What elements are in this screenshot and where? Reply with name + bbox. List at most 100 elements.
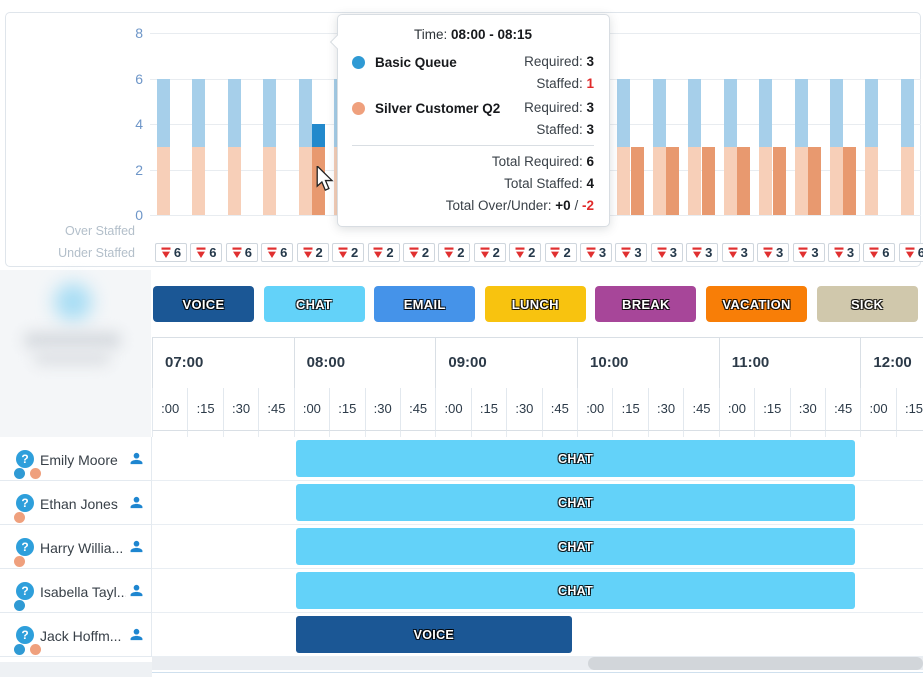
shift-bar-chat[interactable]: CHAT [295, 528, 856, 565]
under-staffed-cell[interactable]: 2 [402, 243, 435, 262]
legend-button-voice[interactable]: VOICE [153, 286, 254, 322]
required-bar-silver[interactable] [263, 146, 277, 215]
under-staffed-cell[interactable]: 6 [863, 243, 896, 262]
under-staffed-cell[interactable]: 6 [190, 243, 223, 262]
agent-name-cell[interactable]: ? Jack Hoffm... [0, 613, 152, 657]
required-bar-silver[interactable] [688, 146, 702, 215]
legend-button-sick[interactable]: SICK [816, 286, 918, 322]
required-bar-silver[interactable] [227, 146, 241, 215]
under-staffed-cell[interactable]: 2 [509, 243, 542, 262]
agent-name-cell[interactable]: ? Isabella Tayl... [0, 569, 152, 613]
staffed-bar-silver[interactable] [772, 146, 786, 215]
required-bar-silver[interactable] [794, 146, 808, 215]
staffed-bar-silver[interactable] [701, 146, 715, 215]
staffed-bar-basic[interactable] [312, 124, 326, 147]
under-staffed-cell[interactable]: 3 [721, 243, 754, 262]
under-staffed-cell[interactable]: 2 [332, 243, 365, 262]
under-staffed-cell[interactable]: 3 [792, 243, 825, 262]
help-question-icon[interactable]: ? [16, 450, 34, 468]
legend-button-break[interactable]: BREAK [595, 286, 697, 322]
required-bar-basic[interactable] [263, 78, 277, 147]
help-question-icon[interactable]: ? [16, 582, 34, 600]
under-staffed-cell[interactable]: 2 [296, 243, 329, 262]
required-bar-basic[interactable] [617, 78, 631, 147]
under-staffed-cell[interactable]: 3 [686, 243, 719, 262]
under-staffed-cell[interactable]: 3 [827, 243, 860, 262]
required-bar-basic[interactable] [298, 78, 312, 147]
under-staffed-cell[interactable]: 6 [898, 243, 923, 262]
staffed-bar-silver[interactable] [843, 146, 857, 215]
under-staffed-cell[interactable]: 2 [473, 243, 506, 262]
required-bar-silver[interactable] [865, 146, 879, 215]
under-staffed-cell[interactable]: 2 [438, 243, 471, 262]
person-icon[interactable] [129, 583, 144, 603]
required-bar-basic[interactable] [157, 78, 170, 147]
person-icon[interactable] [129, 627, 144, 647]
grid-line [824, 431, 826, 437]
grid-line [506, 431, 508, 437]
required-bar-basic[interactable] [865, 78, 879, 147]
required-bar-basic[interactable] [688, 78, 702, 147]
shift-bar-chat[interactable]: CHAT [295, 572, 856, 609]
agent-name-cell[interactable]: ? Emily Moore [0, 437, 152, 481]
under-staffed-value: 3 [669, 245, 677, 260]
required-bar-silver[interactable] [192, 146, 206, 215]
help-question-icon[interactable]: ? [16, 626, 34, 644]
tooltip-queue-row: Basic Queue Required: 3 Staffed: 1 [352, 51, 594, 95]
shift-bar-chat[interactable]: CHAT [295, 440, 856, 477]
staffed-bar-silver[interactable] [666, 146, 680, 215]
required-bar-silver[interactable] [723, 146, 737, 215]
agent-name-cell[interactable]: ? Harry Willia... [0, 525, 152, 569]
under-staffed-cell[interactable]: 3 [650, 243, 683, 262]
staffed-bar-silver[interactable] [630, 146, 644, 215]
under-staffed-cell[interactable]: 3 [580, 243, 613, 262]
required-bar-silver[interactable] [900, 146, 914, 215]
staffed-bar-silver[interactable] [808, 146, 822, 215]
under-staffed-cell[interactable]: 6 [261, 243, 294, 262]
required-bar-silver[interactable] [617, 146, 631, 215]
required-bar-basic[interactable] [192, 78, 206, 147]
tooltip-divider [352, 145, 594, 146]
required-bar-basic[interactable] [900, 78, 914, 147]
person-icon[interactable] [129, 451, 144, 471]
under-staffed-cell[interactable]: 2 [367, 243, 400, 262]
legend-button-lunch[interactable]: LUNCH [484, 286, 586, 322]
horizontal-scrollbar[interactable] [152, 657, 923, 670]
person-icon[interactable] [129, 539, 144, 559]
agent-name-cell[interactable]: ? Ethan Jones [0, 481, 152, 525]
required-bar-basic[interactable] [652, 78, 666, 147]
shift-bar-voice[interactable]: VOICE [295, 616, 573, 653]
required-bar-silver[interactable] [157, 146, 170, 215]
required-bar-basic[interactable] [759, 78, 773, 147]
grid-line [258, 431, 260, 437]
sidebar-panel [0, 270, 151, 437]
staffed-bar-silver[interactable] [737, 146, 751, 215]
person-icon[interactable] [129, 495, 144, 515]
required-bar-silver[interactable] [759, 146, 773, 215]
required-bar-silver[interactable] [298, 146, 312, 215]
required-bar-basic[interactable] [723, 78, 737, 147]
quarter-header: :30 [364, 388, 400, 431]
legend-button-chat[interactable]: CHAT [263, 286, 365, 322]
silver-staffed-value: 3 [586, 122, 594, 137]
required-bar-silver[interactable] [829, 146, 843, 215]
help-question-icon[interactable]: ? [16, 538, 34, 556]
required-bar-basic[interactable] [227, 78, 241, 147]
scrollbar-thumb[interactable] [588, 657, 923, 670]
under-staffed-cell[interactable]: 6 [155, 243, 187, 262]
required-bar-basic[interactable] [794, 78, 808, 147]
agent-name-label: Jack Hoffm... [40, 628, 122, 644]
help-question-icon[interactable]: ? [16, 494, 34, 512]
under-staffed-cell[interactable]: 3 [615, 243, 648, 262]
legend-button-email[interactable]: EMAIL [374, 286, 476, 322]
under-staffed-cell[interactable]: 3 [757, 243, 790, 262]
under-staffed-arrow-icon [161, 247, 171, 258]
under-staffed-cell[interactable]: 2 [544, 243, 577, 262]
required-bar-basic[interactable] [829, 78, 843, 147]
required-bar-silver[interactable] [652, 146, 666, 215]
quarter-header: :15 [470, 388, 507, 431]
legend-button-vacation[interactable]: VACATION [706, 286, 807, 322]
under-staffed-cell[interactable]: 6 [225, 243, 258, 262]
shift-bar-chat[interactable]: CHAT [295, 484, 856, 521]
grid-line [435, 431, 437, 437]
